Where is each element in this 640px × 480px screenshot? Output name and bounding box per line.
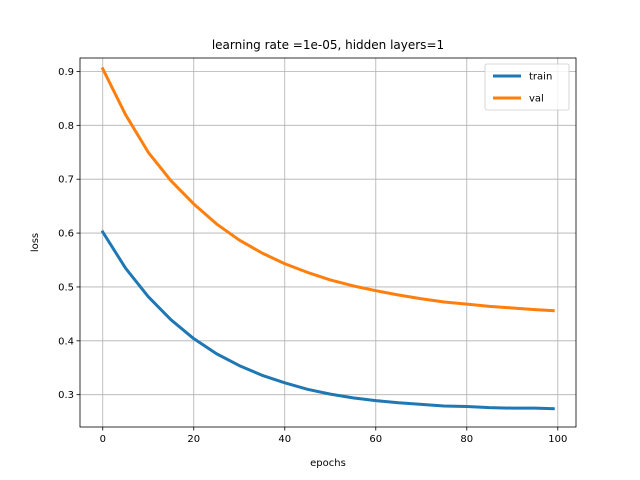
y-tick-label: 0.5 xyxy=(58,282,74,293)
plot-frame xyxy=(79,57,577,428)
legend-box xyxy=(484,63,570,111)
x-tick-label: 40 xyxy=(278,434,291,445)
x-tick-label: 80 xyxy=(460,434,473,445)
x-tick-label: 100 xyxy=(548,434,567,445)
legend-label-train: train xyxy=(529,72,552,83)
series-line-val xyxy=(100,66,555,313)
series-lines xyxy=(100,66,555,411)
axis-ticks: 0 20 40 60 80 100 0.3 0.4 0.5 0.6 0.7 0.8 0.9 xyxy=(58,67,567,445)
x-tick-label: 0 xyxy=(100,434,106,445)
x-tick-label: 20 xyxy=(187,434,200,445)
legend-label-val: val xyxy=(529,94,544,105)
y-tick-label: 0.4 xyxy=(58,336,74,347)
x-axis-label: epochs xyxy=(310,458,346,469)
legend: train val xyxy=(484,63,570,111)
y-tick-label: 0.3 xyxy=(58,390,74,401)
y-tick-label: 0.7 xyxy=(58,175,74,186)
chart-title: learning rate =1e-05, hidden layers=1 xyxy=(212,38,444,52)
grid xyxy=(80,58,576,427)
y-tick-label: 0.8 xyxy=(58,121,74,132)
series-line-train xyxy=(100,229,555,411)
y-tick-label: 0.9 xyxy=(58,67,74,78)
x-tick-label: 60 xyxy=(369,434,382,445)
y-tick-label: 0.6 xyxy=(58,229,74,240)
y-axis-label: loss xyxy=(30,233,41,252)
